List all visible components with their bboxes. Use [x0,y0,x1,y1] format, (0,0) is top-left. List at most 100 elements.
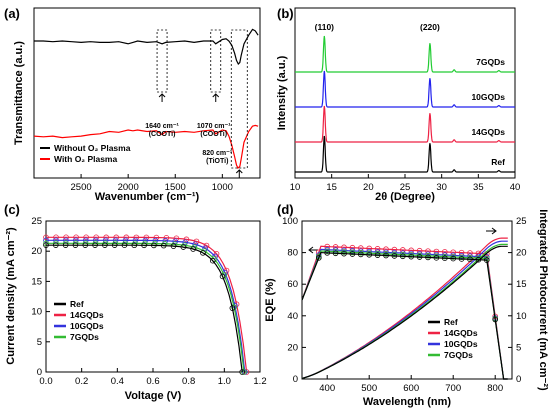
panel-b-chart: 2θ (Degree) Intensity (a.u.) 10 15 20 25 30 3… [276,7,521,203]
panel-c-ytick-label: 15 [31,276,42,287]
panel-d-point [416,252,423,259]
panel-d-point [408,250,415,257]
panel-a-xlabel: Wavenumber (cm⁻¹) [95,191,200,203]
panel-c-point [212,253,218,260]
panel-c-point [183,236,190,243]
panel-a-xtick-label: 1000 [212,182,233,193]
panel-c-point [102,242,108,248]
panel-d-point [492,316,499,323]
panel-d-point [441,253,448,260]
panel-d-point [450,255,457,262]
panel-c-point [82,242,89,248]
panel-d-ytick-label: 100 [282,216,298,227]
panel-d-xlabel: Wavelength (nm) [363,396,452,408]
panel-d-eqe-line-14gqds [301,245,508,380]
panel-d-point [450,254,457,260]
panel-d-series-7gqds [301,243,508,380]
panel-d-point [458,252,465,259]
panel-d-point [374,250,381,257]
panel-c-point [163,235,170,241]
panel-b-series-label-10gqds: 10GQDs [471,92,505,102]
panel-c-xtick-label: 0.6 [146,376,159,387]
panel-b-series-label-7gqds: 7GQDs [476,57,505,67]
panel-d-chart: Wavelength (nm) EQE (%) Integrated Photo… [264,209,549,408]
panel-d-point [433,255,440,261]
panel-c-point [111,242,118,248]
panel-d-point [374,249,381,255]
panel-c-point [153,234,160,241]
panel-a-annotation-sublabel: (COOTi) [149,131,176,138]
panel-c-line-14gqds [46,236,248,373]
panel-d-point [357,248,364,255]
panel-b-series-14gqds [295,105,515,143]
panel-c-point [182,239,188,246]
panel-c-point [162,238,169,244]
panel-d-ytick-label: 80 [287,248,298,259]
panel-a-series-without-o-plasma [34,28,259,65]
panel-d-point [332,247,339,253]
panel-c-xtick-label: 0.8 [182,376,195,387]
panel-c-point [239,369,245,375]
panel-d-point [324,246,331,253]
panel-a-chart: Wavenumber (cm⁻¹) Transmittance (a.u.) 2… [13,7,261,203]
panel-a-xtick-label: 1500 [165,182,186,193]
panel-d-point [458,254,465,261]
panel-a-series-with-o-plasma [33,124,259,169]
panel-d-point [408,252,415,258]
panel-c-point [190,246,196,252]
panel-c-point [202,245,208,252]
panel-b-xlabel: 2θ (Degree) [375,191,435,203]
panel-a-legend-entry-without-o-plasma: Without O₂ Plasma [54,143,131,153]
panel-a-annotation-box [210,29,222,93]
panel-d-point [366,248,373,255]
panel-a-annotation-arrow [158,93,166,102]
panel-d-point [408,253,415,260]
panel-b-peak-label: (220) [420,22,440,32]
panel-d-point [391,249,398,256]
panel-c-point [229,305,236,311]
panel-d-point [425,254,431,261]
panel-d-point [341,247,347,254]
panel-a-label: (a) [4,6,20,21]
panel-c-point [53,242,59,248]
panel-a-annotation-label: 1640 cm⁻¹ [145,123,179,130]
panel-a-annotation-box [230,29,248,169]
panel-c-xtick-label: 0.0 [39,376,52,387]
panel-d-point [399,251,406,258]
panel-d-point [441,252,448,258]
panel-c-point [192,241,198,248]
panel-c-point [200,250,206,256]
panel-c-legend-entry-14gqds: 14GQDs [70,310,104,320]
panel-d-ytick-right-label: 25 [516,216,527,227]
panel-a-frame [33,7,261,179]
panel-b-xtick-label: 15 [326,182,337,193]
panel-d-point [433,253,440,260]
panel-a-annotation-arrow [235,169,243,178]
panel-c-legend-entry-ref: Ref [70,299,84,309]
panel-d-point [332,248,339,255]
panel-d-point [425,251,431,258]
panel-d-point [467,253,473,259]
panel-a-annotation-sublabel: (COOTi) [200,131,227,138]
panel-c-ytick-label: 10 [31,307,42,318]
panel-a-annotation-label: 1070 cm⁻¹ [197,123,231,130]
panel-d-ytick-right-label: 10 [516,311,527,322]
panel-c-xtick-label: 1.0 [218,376,231,387]
panel-b-xtick-label: 40 [510,182,521,193]
panel-d-ytick-right-label: 0 [516,374,521,385]
panel-d-point [416,251,423,257]
panel-b-series-7gqds [295,35,515,73]
panel-c-line-7gqds [46,242,245,373]
panel-d-ytick-right-label: 5 [516,342,521,353]
panel-d-ylabel: EQE (%) [264,278,276,322]
panel-d-point [467,254,473,261]
panel-c-point [219,273,226,280]
panel-c-point [131,242,138,249]
panel-d-point [357,251,364,258]
panel-c-point [160,242,167,249]
panel-b-xtick-label: 20 [363,182,374,193]
panel-c-point [123,234,130,241]
panel-c-point [141,242,147,249]
panel-c-point [209,257,216,264]
panel-b-xtick-label: 30 [436,182,447,193]
